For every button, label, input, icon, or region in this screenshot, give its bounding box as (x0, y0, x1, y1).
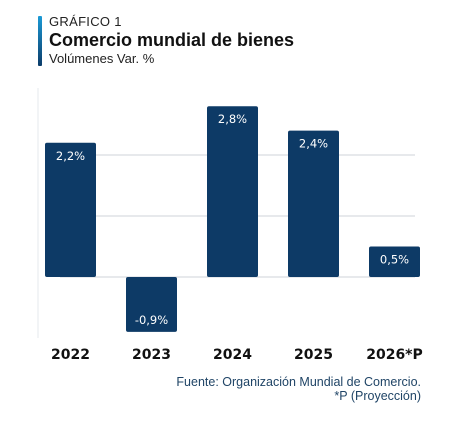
chart-title: Comercio mundial de bienes (49, 30, 295, 50)
x-tick-label: 2022 (51, 347, 90, 363)
x-tick-label: 2025 (294, 347, 333, 363)
chart-kicker: GRÁFICO 1 (49, 14, 122, 29)
bar-2024 (207, 106, 258, 277)
x-tick-label: 2024 (213, 347, 252, 363)
x-tick-label: 2026*P (366, 347, 423, 363)
bar-2026p (369, 246, 420, 277)
data-label: -0,9% (135, 313, 168, 327)
bar-chart: 2,2% 2022 -0,9% 2023 2,8% 2024 2,4% 2025 0,5% 202… (37, 88, 423, 363)
chart-subtitle: Volúmenes Var. % (49, 51, 155, 66)
chart-footer: Fuente: Organización Mundial de Comercio… (176, 375, 421, 403)
data-label: 2,8% (218, 112, 247, 126)
chart-area: 2,2% 2022 -0,9% 2023 2,8% 2024 2,4% 2025 0,5% 202… (0, 70, 466, 370)
bar-2022 (45, 142, 96, 277)
bar-2023 (126, 277, 177, 332)
data-label: 2,2% (56, 149, 85, 163)
data-label: 2,4% (299, 137, 328, 151)
title-accent-bar (38, 16, 42, 66)
data-label: 0,5% (380, 253, 409, 267)
source-note: Fuente: Organización Mundial de Comercio… (176, 375, 421, 389)
bar-2025 (288, 130, 339, 277)
projection-note: *P (Proyección) (334, 389, 421, 403)
x-tick-label: 2023 (132, 347, 171, 363)
